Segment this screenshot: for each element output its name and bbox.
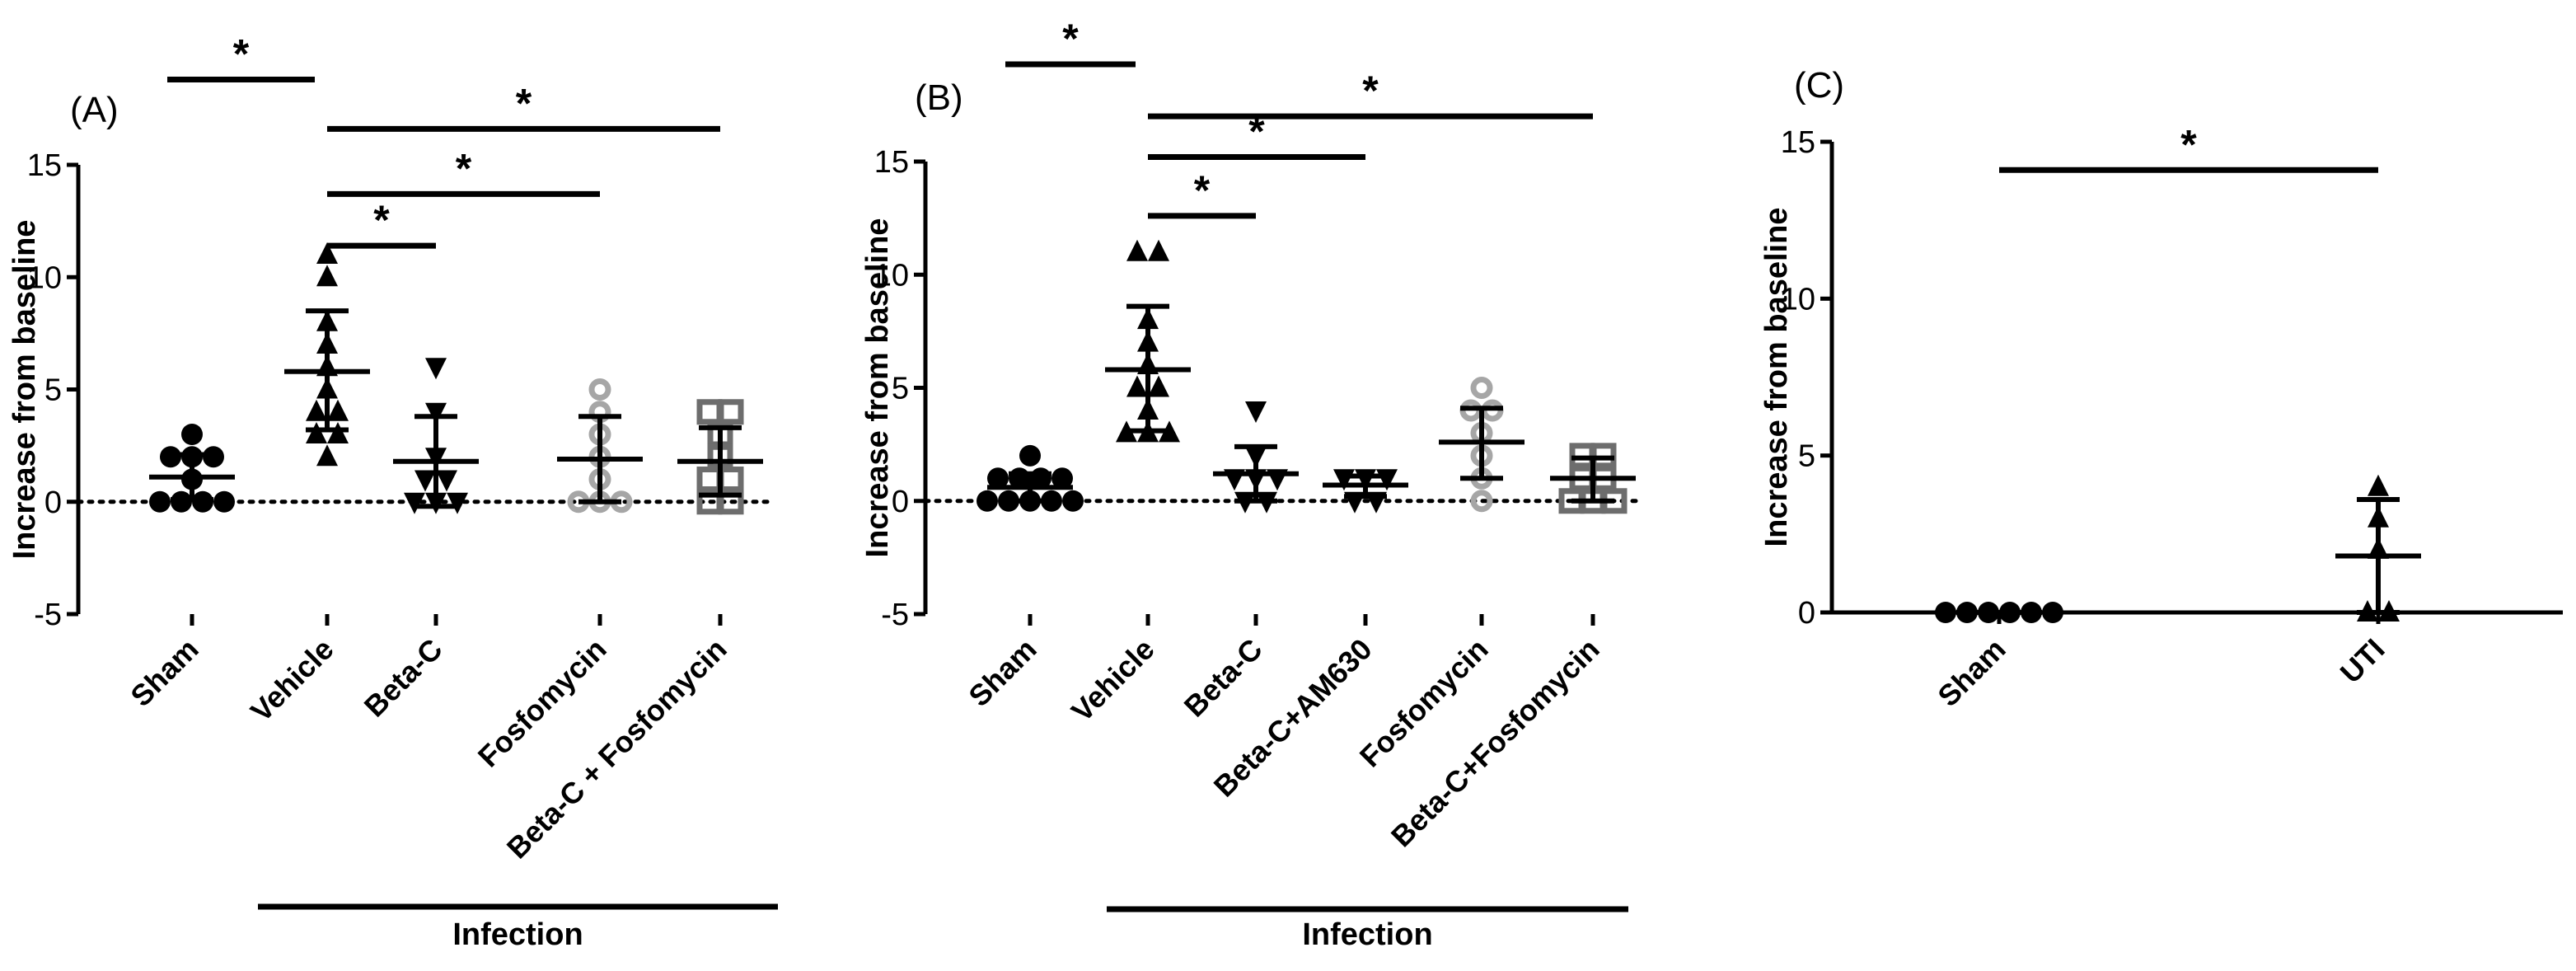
series-beta-c: [393, 358, 479, 514]
series-fosfomycin: [1439, 377, 1525, 513]
data-point: [718, 489, 744, 515]
y-tick-label: 0: [44, 485, 62, 520]
series-vehicle: [284, 242, 370, 467]
significance-star: *: [1062, 16, 1079, 62]
data-point: [425, 358, 447, 380]
series-beta-c-am630: [1323, 469, 1408, 514]
y-axis-label: Increase from baseline: [7, 220, 42, 560]
panel-label: (A): [70, 90, 119, 130]
data-point: [415, 470, 436, 492]
x-category-label: Vehicle: [1065, 632, 1161, 729]
significance-star: *: [1362, 68, 1379, 114]
series-sham: [1935, 602, 2063, 623]
data-point: [1148, 375, 1169, 397]
y-tick-label: 5: [892, 372, 909, 406]
y-tick-label: 5: [1798, 439, 1815, 474]
data-point: [1126, 239, 1148, 261]
y-axis-label: Increase from baseline: [860, 218, 895, 558]
data-point: [696, 399, 723, 425]
data-point: [1019, 444, 1041, 467]
data-point: [1245, 401, 1267, 423]
y-tick-label: 15: [27, 148, 62, 183]
panel-label: (C): [1794, 65, 1844, 106]
series-uti: [2335, 474, 2421, 622]
data-point: [1470, 377, 1493, 399]
data-point: [306, 422, 327, 443]
data-point: [1935, 602, 1956, 623]
data-point: [2042, 602, 2063, 623]
x-category-label: Beta-C + Fosfomycin: [500, 632, 733, 865]
significance-star: *: [456, 145, 472, 191]
y-tick-label: 15: [874, 145, 909, 180]
panel-b: (B) -5 0 5 10 15 Increase from baseline Sham Veh…: [860, 16, 1645, 952]
y-axis-label: Increase from baseline: [1759, 208, 1794, 547]
data-point: [696, 467, 723, 492]
data-point: [1051, 467, 1073, 490]
series-fosfomycin: [557, 378, 643, 514]
significance-star: *: [233, 30, 250, 77]
data-point: [1126, 375, 1148, 397]
data-point: [425, 402, 447, 425]
data-point: [447, 492, 468, 514]
data-point: [181, 424, 203, 445]
data-point: [436, 470, 457, 492]
data-point: [316, 444, 338, 467]
panel-c: (C) 0 5 10 15 Increase from baseline Sham UTI *: [1759, 65, 2563, 713]
data-point: [2368, 474, 2389, 496]
x-category-label: Beta-C: [1178, 632, 1269, 724]
data-point: [1148, 239, 1169, 261]
x-category-label: Sham: [1931, 632, 2012, 713]
group-label: Infection: [1302, 917, 1432, 952]
series-sham: [977, 444, 1084, 512]
x-category-label: Beta-C+Fosfomycin: [1384, 632, 1606, 854]
x-category-label: Vehicle: [244, 632, 340, 729]
y-tick-label: 10: [1781, 282, 1815, 317]
significance-star: *: [373, 197, 390, 243]
data-point: [316, 242, 338, 264]
data-point: [149, 490, 171, 513]
x-category-label: UTI: [2334, 632, 2391, 690]
x-category-label: Beta-C: [358, 632, 449, 724]
data-point: [327, 399, 349, 421]
y-tick-label: -5: [881, 598, 909, 632]
data-point: [977, 490, 998, 512]
significance-star: *: [516, 80, 532, 126]
x-category-label: Sham: [124, 632, 204, 713]
data-point: [1470, 490, 1493, 513]
x-category-label: Sham: [962, 632, 1042, 713]
y-tick-label: 10: [874, 258, 909, 293]
y-tick-label: 15: [1781, 125, 1815, 160]
y-tick-label: 0: [1798, 596, 1815, 631]
series-beta-c-fosfomycin: [1550, 443, 1636, 514]
data-point: [327, 422, 349, 443]
data-point: [588, 378, 611, 401]
significance-star: *: [1194, 167, 1211, 213]
data-point: [213, 490, 235, 513]
group-label: Infection: [452, 917, 583, 952]
significance-star: *: [2180, 121, 2197, 167]
data-point: [404, 492, 425, 514]
y-tick-label: -5: [34, 598, 62, 632]
data-point: [316, 265, 338, 287]
data-point: [306, 399, 327, 421]
series-vehicle: [1105, 239, 1191, 443]
panel-a: (A) -5 0 5 10 15 Increase from baseline Sham Veh…: [7, 30, 778, 952]
y-tick-label: 10: [27, 260, 62, 295]
data-point: [718, 467, 744, 492]
panel-label: (B): [915, 77, 963, 118]
series-beta-c: [1213, 401, 1299, 514]
data-point: [987, 467, 1009, 490]
data-point: [718, 399, 744, 425]
series-beta-c-fosfomycin: [677, 399, 763, 515]
series-sham: [149, 424, 235, 513]
data-point: [1062, 490, 1084, 512]
y-tick-label: 5: [44, 373, 62, 408]
significance-star: *: [1248, 109, 1265, 155]
y-tick-label: 0: [892, 485, 909, 519]
